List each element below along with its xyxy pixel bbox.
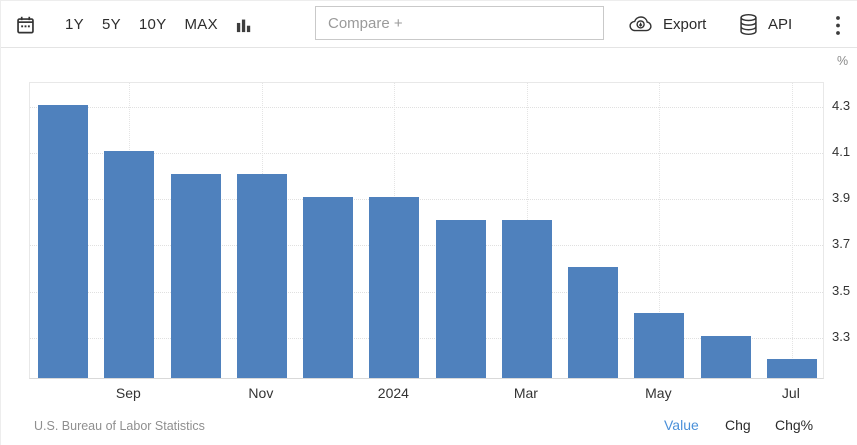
export-label: Export	[663, 16, 707, 33]
bar-feb-2024[interactable]	[435, 220, 486, 378]
horizontal-gridline	[30, 337, 823, 339]
range-button-10y[interactable]: 10Y	[138, 16, 167, 33]
api-button[interactable]: API	[738, 1, 792, 48]
y-axis-tick-label: 3.5	[832, 282, 851, 298]
compare-input[interactable]	[315, 6, 604, 40]
y-axis-tick-label: 4.3	[832, 97, 851, 113]
range-button-max[interactable]: MAX	[184, 16, 218, 33]
chart-section: % 4.3 4.1 3.9 3.7 3.5 3.3 Sep Nov 2024 Mar May Jul	[1, 48, 857, 409]
kebab-menu-icon	[835, 15, 841, 36]
more-options-button[interactable]	[823, 10, 853, 40]
bar-jul-2024[interactable]	[766, 359, 817, 378]
x-axis-tick-label: Sep	[115, 385, 141, 401]
date-range-calendar-button[interactable]	[9, 10, 41, 40]
display-mode-value[interactable]: Value	[664, 417, 699, 433]
bar-jan-2024[interactable]	[369, 197, 420, 378]
calendar-icon	[15, 15, 36, 36]
range-selector: 1Y 5Y 10Y MAX	[65, 1, 218, 48]
horizontal-gridline	[30, 291, 823, 293]
bar-jun-2024[interactable]	[700, 335, 751, 378]
plot-area	[29, 82, 824, 379]
y-axis-tick-label: 3.7	[832, 236, 851, 252]
chart-footer: U.S. Bureau of Labor Statistics Value Chg…	[1, 409, 857, 445]
x-axis-tick-label: Jul	[781, 385, 800, 401]
chart-toolbar: 1Y 5Y 10Y MAX Export	[1, 1, 857, 48]
y-axis-tick-label: 3.3	[832, 328, 851, 344]
cloud-download-icon	[627, 15, 654, 34]
range-button-1y[interactable]: 1Y	[65, 16, 84, 33]
bar-sep-2023[interactable]	[104, 151, 155, 378]
database-icon	[738, 13, 759, 36]
y-axis-tick-label: 4.1	[832, 144, 851, 160]
bar-aug-2023[interactable]	[38, 104, 89, 378]
y-axis-tick-label: 3.9	[832, 190, 851, 206]
bar-oct-2023[interactable]	[170, 174, 221, 378]
vertical-gridline	[791, 83, 793, 378]
display-mode-chgpct[interactable]: Chg%	[775, 417, 814, 433]
x-axis-tick-label: Mar	[513, 385, 538, 401]
range-button-5y[interactable]: 5Y	[101, 16, 121, 33]
horizontal-gridline	[30, 199, 823, 201]
api-label: API	[768, 16, 793, 33]
source-attribution: U.S. Bureau of Labor Statistics	[34, 419, 205, 433]
bar-apr-2024[interactable]	[568, 266, 619, 378]
bar-dec-2023[interactable]	[303, 197, 354, 378]
bar-nov-2023[interactable]	[236, 174, 287, 378]
horizontal-gridline	[30, 106, 823, 108]
x-axis-tick-label: Nov	[248, 385, 274, 401]
bar-may-2024[interactable]	[634, 312, 685, 378]
x-axis-tick-label: May	[645, 385, 672, 401]
bar-chart-icon	[235, 17, 252, 34]
export-button[interactable]: Export	[627, 1, 706, 48]
display-mode-chg[interactable]: Chg	[725, 417, 751, 433]
bar-mar-2024[interactable]	[501, 220, 552, 378]
horizontal-gridline	[30, 153, 823, 155]
y-axis-unit-label: %	[837, 54, 849, 68]
x-axis-tick-label: 2024	[377, 385, 409, 401]
horizontal-gridline	[30, 245, 823, 247]
chart-type-button[interactable]	[230, 12, 256, 38]
vertical-gridline	[659, 83, 661, 378]
